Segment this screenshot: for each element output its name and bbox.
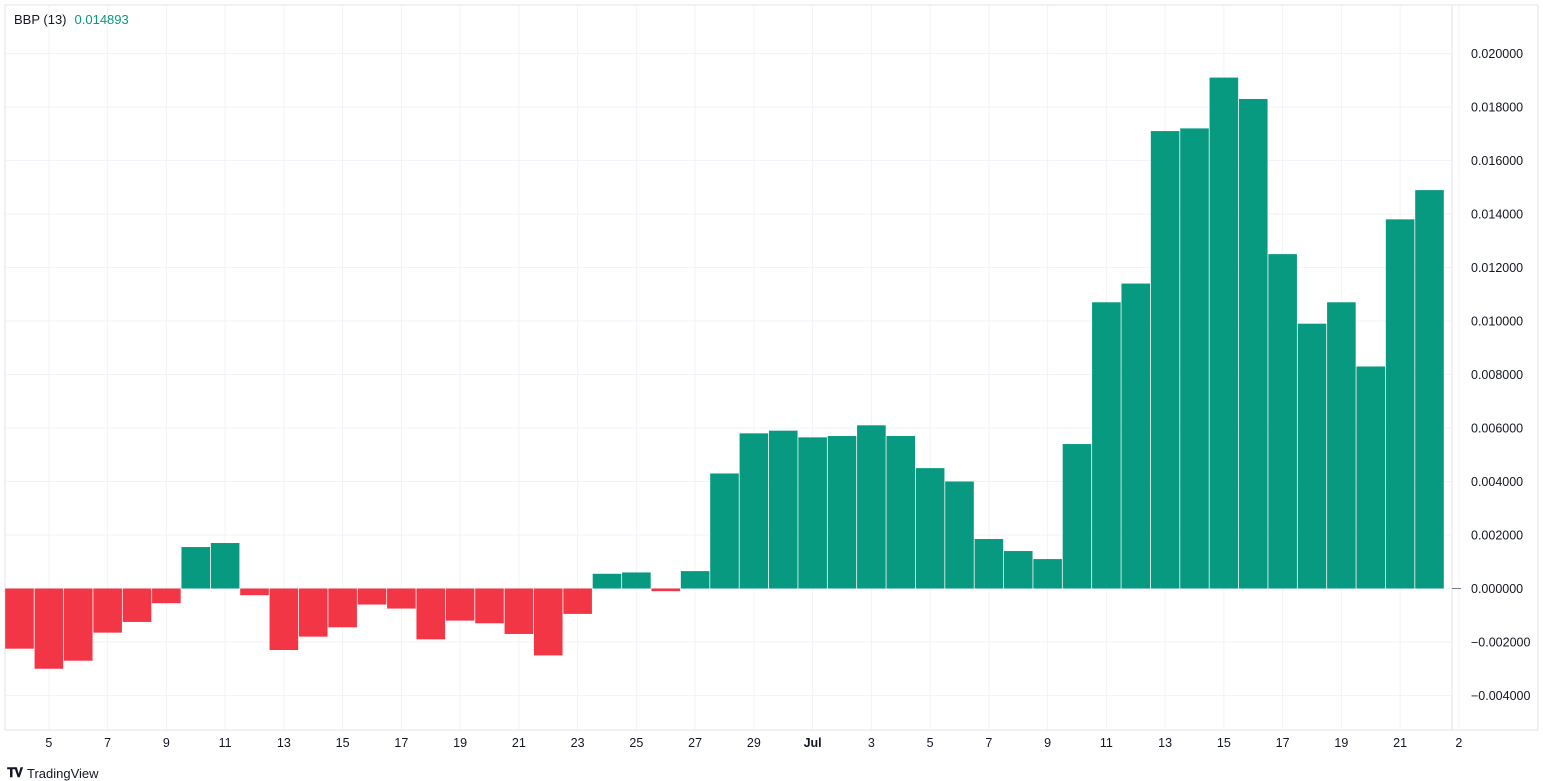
x-tick-label: 17	[1276, 736, 1290, 750]
histogram-bar	[357, 588, 387, 605]
histogram-bar	[886, 436, 916, 589]
histogram-bar	[445, 588, 475, 621]
histogram-bar	[210, 543, 240, 589]
histogram-bar	[122, 588, 152, 622]
histogram-bar	[416, 588, 446, 640]
histogram-bar	[945, 481, 974, 589]
x-tick-label: 5	[45, 736, 52, 750]
histogram-bar	[1062, 444, 1092, 589]
y-tick-label: −0.002000	[1471, 636, 1530, 650]
histogram-bar	[387, 588, 416, 609]
x-tick-label: 3	[868, 736, 875, 750]
histogram-bar	[152, 588, 181, 604]
histogram-bar	[181, 547, 211, 589]
histogram-bars	[5, 77, 1444, 669]
x-tick-label: 13	[1158, 736, 1172, 750]
histogram-bar	[298, 588, 328, 637]
histogram-bar	[1385, 219, 1415, 589]
histogram-bar	[915, 468, 945, 589]
histogram-bar	[680, 571, 710, 589]
x-tick-label: 7	[104, 736, 111, 750]
x-tick-label: 17	[394, 736, 408, 750]
histogram-bar	[240, 588, 269, 596]
x-tick-label: 5	[927, 736, 934, 750]
indicator-value: 0.014893	[74, 12, 129, 27]
histogram-bar	[1033, 559, 1062, 589]
histogram-bar	[504, 588, 534, 634]
x-tick-label: 7	[985, 736, 992, 750]
y-tick-label: 0.002000	[1471, 529, 1523, 543]
y-tick-label: 0.014000	[1471, 208, 1523, 222]
x-tick-label: 2	[1455, 736, 1462, 750]
histogram-bar	[1092, 302, 1121, 589]
histogram-bar	[93, 588, 122, 633]
x-tick-label: 19	[1334, 736, 1348, 750]
y-tick-label: 0.016000	[1471, 154, 1523, 168]
y-tick-label: 0.006000	[1471, 422, 1523, 436]
x-tick-label: 27	[688, 736, 702, 750]
histogram-bar	[63, 588, 93, 661]
y-tick-label: 0.018000	[1471, 101, 1523, 115]
y-tick-label: 0.008000	[1471, 368, 1523, 382]
histogram-bar	[533, 588, 563, 656]
branding-text: TradingView	[27, 765, 99, 781]
x-tick-label: 15	[1217, 736, 1231, 750]
x-tick-label: 19	[453, 736, 467, 750]
x-tick-label: 11	[1100, 736, 1113, 750]
y-tick-label: 0.004000	[1471, 475, 1523, 489]
histogram-bar	[1209, 77, 1239, 589]
y-tick-label: 0.010000	[1471, 315, 1523, 329]
histogram-bar	[1238, 98, 1268, 589]
histogram-bar	[1180, 128, 1209, 589]
x-tick-label: 21	[512, 736, 526, 750]
x-tick-label: 9	[1044, 736, 1051, 750]
price-scale[interactable]: 0.020000 0.018000 0.016000 0.014000 0.012000…	[1452, 47, 1530, 703]
histogram-bar	[622, 572, 651, 589]
histogram-bar	[1327, 302, 1356, 589]
time-scale[interactable]: 5 7 9 11 13 15 17 19 21 23 25 27 29 Jul 3 5 7 9 11 13 15 17 19…	[45, 736, 1462, 750]
x-tick-label: 11	[219, 736, 232, 750]
x-tick-label: 9	[163, 736, 170, 750]
histogram-bar	[328, 588, 357, 628]
histogram-bar	[974, 539, 1004, 589]
histogram-bar	[1150, 131, 1180, 589]
y-tick-label: 0.020000	[1471, 47, 1523, 61]
x-tick-label: 21	[1393, 736, 1407, 750]
histogram-bar	[1356, 366, 1386, 589]
histogram-bar	[768, 430, 798, 589]
histogram-bar	[857, 425, 886, 589]
histogram-bar	[563, 588, 592, 614]
histogram-bar	[710, 473, 739, 589]
indicator-legend[interactable]: BBP (13) 0.014893	[14, 12, 129, 27]
x-tick-label: 23	[571, 736, 585, 750]
histogram-bar	[827, 436, 857, 589]
histogram-bar	[1297, 323, 1327, 589]
tradingview-branding[interactable]: 𝐓𝐕 TradingView	[7, 765, 99, 781]
x-tick-label: 25	[629, 736, 643, 750]
x-tick-label: 13	[277, 736, 291, 750]
histogram-bar	[5, 588, 34, 649]
histogram-bar	[475, 588, 504, 624]
histogram-bar	[269, 588, 299, 651]
y-tick-label: −0.004000	[1471, 689, 1530, 703]
histogram-bar	[798, 437, 827, 589]
histogram-bar	[651, 588, 681, 592]
x-tick-label: 29	[747, 736, 761, 750]
x-tick-label: 15	[336, 736, 350, 750]
indicator-name: BBP (13)	[14, 12, 67, 27]
x-tick-label: Jul	[804, 736, 822, 750]
y-tick-label: 0.012000	[1471, 261, 1523, 275]
histogram-bar	[34, 588, 64, 669]
histogram-bar	[739, 433, 769, 589]
histogram-bar	[1003, 551, 1033, 589]
histogram-bar	[1121, 283, 1151, 589]
histogram-bar	[1268, 254, 1297, 589]
histogram-bar	[1415, 190, 1444, 589]
tradingview-logo-icon: 𝐓𝐕	[7, 765, 23, 780]
histogram-bar	[592, 573, 622, 589]
y-tick-label: 0.000000	[1471, 582, 1523, 596]
